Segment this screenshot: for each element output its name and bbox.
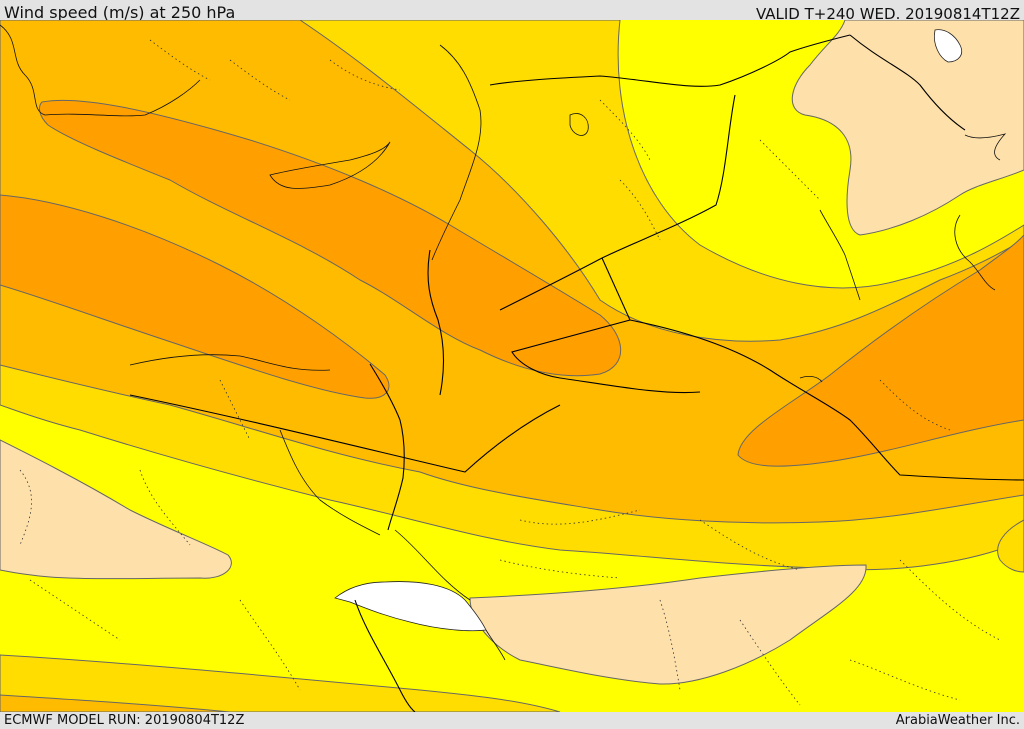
peach-region-ne [791, 20, 1024, 236]
lake-ne [933, 29, 963, 63]
country-borders [129, 34, 1024, 712]
peach-region-sw [0, 439, 232, 580]
bottom-bar: ECMWF MODEL RUN: 20190804T12Z ArabiaWeat… [0, 712, 1024, 729]
model-run-label: ECMWF MODEL RUN: 20190804T12Z [4, 713, 245, 728]
sea-south [334, 581, 487, 632]
valid-time: VALID T+240 WED. 20190814T12Z [755, 5, 1020, 23]
lower-amber-strip [0, 694, 231, 712]
orange-core-west [39, 99, 622, 377]
peach-region-se [469, 564, 867, 685]
wind-speed-map [0, 20, 1024, 712]
coastlines [0, 24, 1007, 661]
lower-gold-strip [0, 654, 561, 712]
orange-core-south [0, 194, 390, 399]
internal-borders [19, 39, 1001, 706]
credit-label: ArabiaWeather Inc. [895, 713, 1020, 728]
east-gold-lobe [997, 519, 1024, 573]
orange-core-east [737, 234, 1024, 467]
map-title: Wind speed (m/s) at 250 hPa [4, 3, 236, 22]
top-bar: Wind speed (m/s) at 250 hPa VALID T+240 … [0, 0, 1024, 23]
